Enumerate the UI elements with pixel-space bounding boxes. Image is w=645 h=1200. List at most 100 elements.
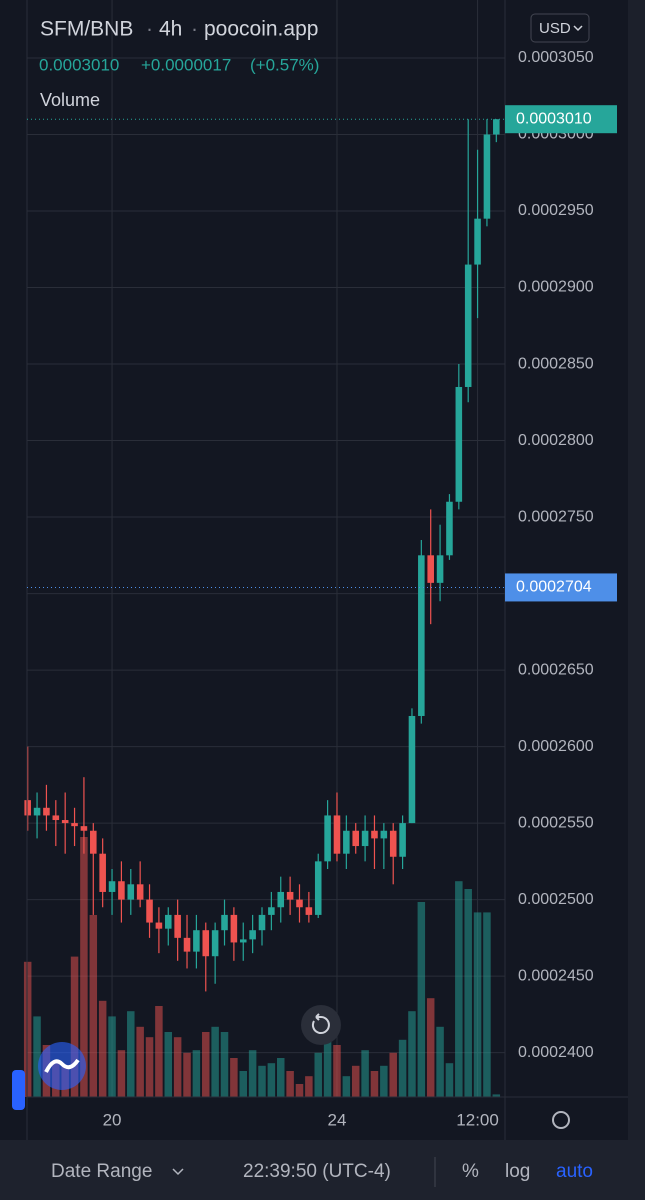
candle-body bbox=[193, 930, 200, 952]
x-tick-label: 12:00 bbox=[456, 1110, 499, 1129]
candle-body bbox=[455, 386, 463, 502]
y-tick-label: 0.0002600 bbox=[518, 738, 594, 755]
price-label-box bbox=[505, 573, 617, 602]
volume-bar bbox=[80, 837, 88, 1097]
candle-body bbox=[202, 930, 210, 957]
volume-bar bbox=[33, 1016, 41, 1097]
dropdown-icon bbox=[172, 1168, 184, 1176]
interval: 4h bbox=[159, 18, 182, 41]
reset-button[interactable] bbox=[301, 1005, 341, 1045]
volume-bar bbox=[295, 1084, 304, 1097]
separator: · bbox=[146, 18, 153, 41]
auto-toggle[interactable]: auto bbox=[556, 1161, 593, 1182]
price-label: 0.0002704 bbox=[516, 579, 592, 596]
y-tick-label: 0.0002500 bbox=[518, 891, 594, 908]
volume-bar bbox=[305, 1076, 313, 1097]
volume-bar bbox=[417, 902, 426, 1097]
percent-toggle[interactable]: % bbox=[462, 1161, 479, 1182]
volume-bar bbox=[333, 1045, 341, 1097]
volume-bar bbox=[370, 1071, 379, 1097]
side-tab[interactable] bbox=[12, 1070, 25, 1110]
volume-bar bbox=[155, 1006, 163, 1097]
volume-bar bbox=[342, 1076, 351, 1097]
volume-bar bbox=[408, 1011, 416, 1097]
volume-bar bbox=[389, 1052, 397, 1097]
volume-bar bbox=[98, 1000, 107, 1097]
volume-bar bbox=[464, 889, 472, 1097]
candle-body bbox=[314, 861, 322, 915]
candle-body bbox=[211, 930, 219, 957]
candle-body bbox=[136, 884, 144, 900]
candle-body bbox=[155, 922, 163, 929]
candle-body bbox=[399, 823, 406, 857]
clock: 22:39:50 (UTC-4) bbox=[243, 1161, 391, 1182]
candle-body bbox=[268, 907, 275, 915]
candle-body bbox=[164, 914, 172, 929]
candle-body bbox=[174, 914, 181, 938]
volume-bar bbox=[117, 1050, 126, 1097]
volume-bar bbox=[239, 1071, 248, 1097]
candle-body bbox=[493, 119, 500, 135]
currency-button[interactable] bbox=[530, 13, 590, 43]
volume-bar bbox=[361, 1050, 369, 1097]
candle-body bbox=[352, 830, 360, 847]
y-tick-label: 0.0002750 bbox=[518, 508, 594, 525]
date-range[interactable]: Date Range bbox=[51, 1161, 152, 1182]
volume-bar bbox=[323, 1032, 332, 1097]
study-label: Volume bbox=[40, 90, 100, 110]
symbol: SFM/BNB bbox=[40, 18, 133, 41]
volume-bar bbox=[220, 1032, 229, 1097]
candle-body bbox=[80, 826, 88, 831]
candle-body bbox=[118, 881, 125, 900]
candle-body bbox=[305, 907, 313, 915]
candle-body bbox=[71, 823, 78, 827]
candle-body bbox=[249, 930, 256, 940]
candle-body bbox=[296, 899, 303, 908]
settings-icon[interactable] bbox=[552, 1111, 570, 1129]
candle-body bbox=[146, 899, 153, 923]
volume-bar bbox=[192, 1050, 201, 1097]
volume-bar bbox=[436, 1026, 444, 1097]
volume-bar bbox=[202, 1032, 210, 1097]
candle-body bbox=[446, 501, 453, 556]
candle-body bbox=[108, 881, 116, 892]
candle-body bbox=[436, 555, 444, 583]
candle-body bbox=[380, 830, 388, 839]
change: +0.0000017 bbox=[141, 55, 231, 74]
volume-bar bbox=[248, 1050, 257, 1097]
candle-body bbox=[343, 830, 350, 854]
volume-bar bbox=[445, 1063, 454, 1097]
volume-bar bbox=[164, 1032, 173, 1097]
candle-body bbox=[230, 914, 238, 943]
candle-body bbox=[408, 715, 416, 824]
volume-bar bbox=[108, 1016, 116, 1097]
volume-bar bbox=[127, 1011, 135, 1097]
candle-body bbox=[277, 891, 285, 908]
log-toggle[interactable]: log bbox=[505, 1161, 530, 1182]
price: 0.0003010 bbox=[39, 55, 119, 74]
y-tick-label: 0.0002450 bbox=[518, 967, 594, 984]
volume-bar bbox=[23, 961, 32, 1097]
candle-body bbox=[427, 555, 434, 583]
y-tick-label: 0.0002400 bbox=[518, 1044, 594, 1061]
candle-body bbox=[464, 264, 472, 387]
reset-icon bbox=[311, 1013, 330, 1034]
y-tick-label: 0.0002550 bbox=[518, 814, 594, 831]
volume-bar bbox=[70, 956, 79, 1097]
volume-bar bbox=[314, 1052, 322, 1097]
y-tick-label: 0.0002900 bbox=[518, 279, 594, 296]
candle-body bbox=[474, 218, 481, 265]
volume-bar bbox=[230, 1058, 238, 1097]
volume-bar bbox=[351, 1065, 360, 1097]
dropdown-icon bbox=[573, 25, 583, 32]
currency[interactable]: USD bbox=[539, 20, 571, 37]
volume-bar bbox=[473, 912, 482, 1097]
candle-body bbox=[333, 815, 341, 854]
volume-bar bbox=[258, 1065, 266, 1097]
candle-body bbox=[33, 807, 41, 816]
volume-bar bbox=[136, 1026, 144, 1097]
volume-bar bbox=[286, 1071, 294, 1097]
candle-body bbox=[99, 853, 106, 892]
separator: · bbox=[191, 18, 198, 41]
